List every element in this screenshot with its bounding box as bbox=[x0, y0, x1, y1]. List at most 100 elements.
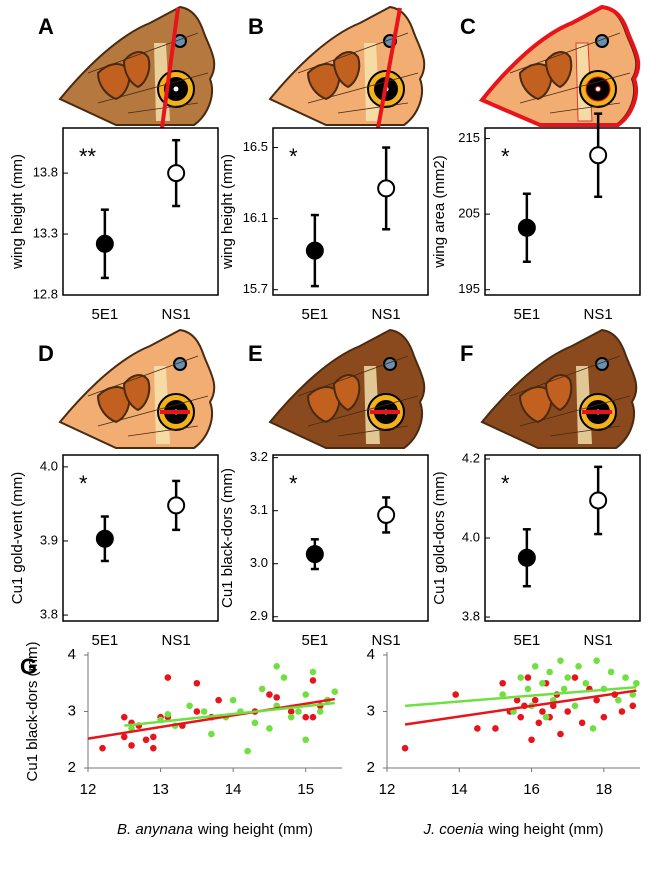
y-tick-label: 13.8 bbox=[33, 165, 58, 180]
y-tick-label: 3 bbox=[367, 702, 375, 719]
scatter-point bbox=[120, 713, 128, 721]
scatter-point bbox=[560, 685, 568, 693]
scatter-point bbox=[593, 696, 600, 704]
trend-line bbox=[404, 689, 637, 726]
y-tick-label: 3.9 bbox=[40, 532, 58, 547]
scatter-point bbox=[575, 663, 582, 670]
scatter-point bbox=[128, 725, 135, 732]
panel-letter: A bbox=[38, 14, 54, 39]
x-axis-label: J. coenia wing height (mm) bbox=[422, 821, 603, 838]
mean-point bbox=[589, 491, 608, 510]
annotation: * bbox=[501, 144, 510, 169]
y-tick-label: 13.3 bbox=[33, 225, 58, 240]
scatter-point bbox=[539, 708, 546, 715]
scatter-point bbox=[474, 725, 481, 732]
mean-point bbox=[517, 218, 536, 237]
scatter-point bbox=[309, 668, 317, 676]
y-tick-label: 195 bbox=[458, 281, 480, 296]
scatter-point bbox=[492, 725, 499, 732]
measure-line bbox=[376, 7, 402, 129]
y-tick-label: 3.1 bbox=[250, 502, 268, 517]
scatter-point bbox=[309, 713, 317, 721]
y-axis-label: wing height (mm) bbox=[219, 154, 236, 270]
x-tick-label: NS1 bbox=[584, 632, 613, 649]
scatter-point bbox=[302, 691, 310, 698]
x-tick-label: 14 bbox=[225, 781, 242, 798]
mean-point bbox=[517, 548, 536, 567]
scatter-point bbox=[589, 725, 597, 732]
scatter-point bbox=[546, 668, 553, 676]
annotation: ** bbox=[79, 144, 97, 169]
y-tick-label: 16.1 bbox=[243, 210, 268, 225]
scatter-point bbox=[142, 736, 150, 744]
scatter-point bbox=[164, 674, 172, 681]
scatter-point bbox=[629, 691, 637, 698]
y-tick-label: 4.2 bbox=[462, 450, 480, 465]
scatter-point bbox=[571, 702, 579, 710]
y-tick-label: 2 bbox=[68, 759, 76, 776]
scatter-point bbox=[629, 702, 637, 710]
panel-letter: F bbox=[460, 341, 473, 366]
scatter-point bbox=[309, 677, 317, 684]
mean-point bbox=[95, 234, 114, 253]
scatter-point bbox=[535, 719, 543, 727]
scatter-point bbox=[266, 725, 273, 732]
mean-point bbox=[305, 241, 324, 260]
x-tick-label: NS1 bbox=[584, 306, 613, 323]
scatter-point bbox=[578, 719, 586, 727]
mean-point bbox=[167, 164, 186, 183]
mean-point bbox=[377, 505, 396, 524]
scatter-point bbox=[557, 657, 564, 664]
scatter-point bbox=[208, 730, 215, 738]
x-tick-label: 18 bbox=[596, 781, 613, 798]
scatter-point bbox=[542, 713, 550, 721]
mean-point bbox=[167, 496, 186, 515]
x-tick-label: 16 bbox=[523, 781, 540, 798]
annotation: * bbox=[289, 471, 298, 496]
plot-frame bbox=[272, 454, 429, 622]
scatter-point bbox=[186, 702, 193, 710]
y-tick-label: 4.0 bbox=[40, 458, 58, 473]
scatter-point bbox=[193, 679, 201, 687]
y-tick-label: 215 bbox=[458, 130, 480, 145]
scatter-point bbox=[273, 663, 280, 670]
scatter-point bbox=[524, 674, 532, 681]
x-tick-label: 5E1 bbox=[91, 632, 118, 649]
scatter-point bbox=[150, 744, 157, 752]
x-tick-label: 5E1 bbox=[513, 632, 540, 649]
x-tick-label: 13 bbox=[152, 781, 169, 798]
y-axis-label: wing height (mm) bbox=[9, 154, 26, 270]
annotation: * bbox=[289, 144, 298, 169]
x-axis-unit: wing height (mm) bbox=[488, 821, 604, 838]
x-tick-label: 15 bbox=[297, 781, 314, 798]
x-axis-unit: wing height (mm) bbox=[197, 821, 313, 838]
y-tick-label: 3 bbox=[68, 702, 76, 719]
scatter-point bbox=[251, 719, 259, 727]
scatter-point bbox=[499, 691, 506, 698]
x-axis-taxon: B. anynana bbox=[117, 821, 193, 838]
scatter-point bbox=[600, 713, 608, 721]
scatter-point bbox=[633, 679, 640, 687]
y-axis-label: wing area (mm2) bbox=[431, 155, 448, 269]
y-tick-label: 2 bbox=[367, 759, 375, 776]
mean-point bbox=[95, 529, 114, 548]
scatter-point bbox=[273, 694, 280, 701]
y-tick-label: 4.0 bbox=[462, 529, 480, 544]
scatter-point bbox=[295, 708, 302, 715]
x-tick-label: 5E1 bbox=[513, 306, 540, 323]
scatter-point bbox=[120, 733, 128, 741]
scatter-point bbox=[316, 708, 324, 715]
plot-frame bbox=[272, 127, 429, 296]
y-tick-label: 3.8 bbox=[462, 608, 480, 623]
x-tick-label: NS1 bbox=[162, 306, 191, 323]
scatter-point bbox=[499, 679, 506, 687]
panel-letter: C bbox=[460, 14, 476, 39]
x-tick-label: NS1 bbox=[372, 306, 401, 323]
plot-frame bbox=[62, 454, 219, 622]
measure-outline bbox=[478, 4, 641, 127]
scatter-point bbox=[622, 674, 629, 681]
y-axis-label: Cu1 black-dors (mm) bbox=[219, 468, 236, 608]
scatter-point bbox=[99, 744, 106, 752]
scatter-point bbox=[229, 696, 237, 704]
panel-letter: B bbox=[248, 14, 264, 39]
